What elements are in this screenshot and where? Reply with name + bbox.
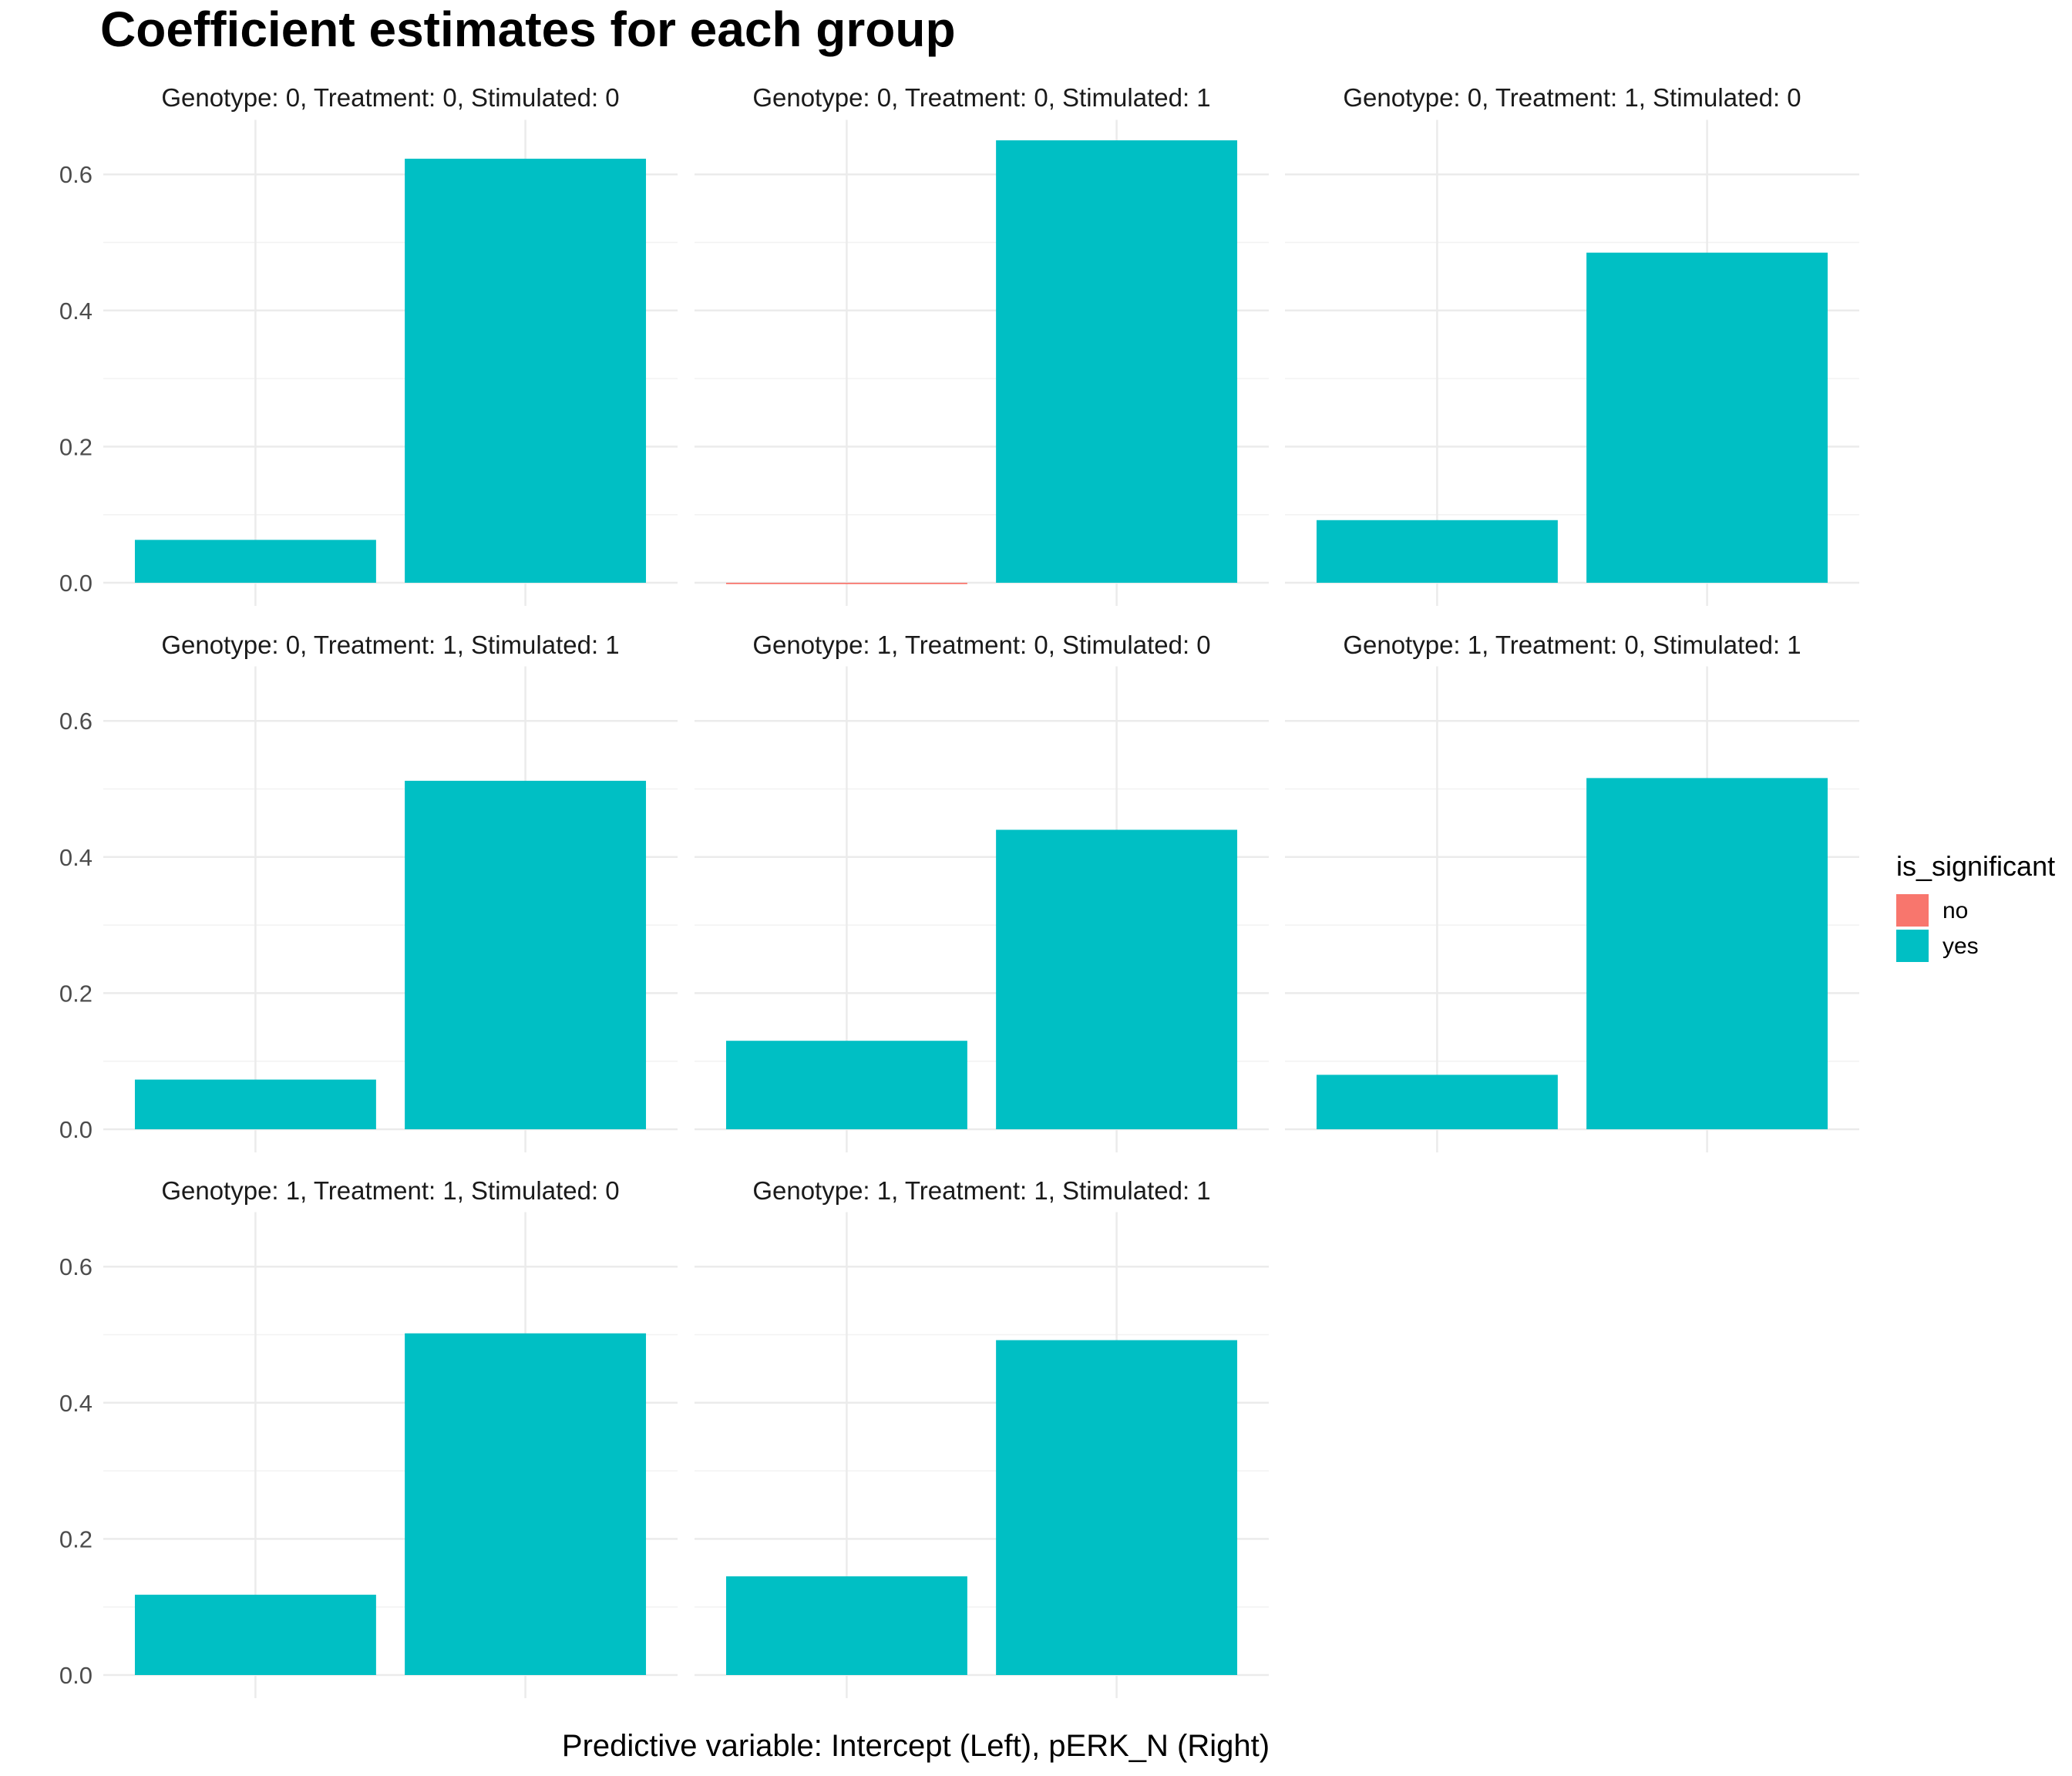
facet-strip-label: Genotype: 1, Treatment: 1, Stimulated: 1: [752, 1176, 1210, 1205]
facet-panel: Genotype: 1, Treatment: 1, Stimulated: 1: [695, 1176, 1269, 1698]
bar: [134, 1079, 376, 1129]
bar: [1316, 520, 1558, 583]
x-axis-label: Predictive variable: Intercept (Left), p…: [562, 1729, 1270, 1763]
y-tick-label: 0.2: [59, 980, 92, 1007]
facet-panel: Genotype: 0, Treatment: 0, Stimulated: 1: [695, 83, 1269, 606]
bar: [405, 780, 647, 1129]
y-tick-label: 0.0: [59, 570, 92, 597]
y-tick-label: 0.4: [59, 298, 92, 325]
chart-title: Coefficient estimates for each group: [100, 2, 956, 57]
y-tick-label: 0.6: [59, 708, 92, 735]
bar: [405, 1333, 647, 1675]
facet-strip-label: Genotype: 0, Treatment: 0, Stimulated: 1: [752, 83, 1210, 112]
legend-title: is_significant: [1896, 850, 2055, 882]
facet-panels: Genotype: 0, Treatment: 0, Stimulated: 0…: [59, 83, 1859, 1698]
bar: [405, 158, 647, 584]
legend-key-yes: [1896, 930, 1929, 962]
facet-panel: Genotype: 1, Treatment: 0, Stimulated: 1: [1285, 631, 1859, 1152]
y-tick-label: 0.0: [59, 1116, 92, 1143]
bar: [725, 1576, 967, 1675]
facet-strip-label: Genotype: 0, Treatment: 1, Stimulated: 1: [161, 631, 619, 659]
bar: [1316, 1075, 1558, 1129]
legend-label-no: no: [1942, 898, 1968, 923]
facet-panel: Genotype: 1, Treatment: 0, Stimulated: 0: [695, 631, 1269, 1152]
y-tick-label: 0.6: [59, 1253, 92, 1280]
y-tick-label: 0.4: [59, 844, 92, 871]
facet-strip-label: Genotype: 1, Treatment: 0, Stimulated: 0: [752, 631, 1210, 659]
bar: [996, 829, 1238, 1129]
bar: [996, 140, 1238, 584]
facet-strip-label: Genotype: 1, Treatment: 0, Stimulated: 1: [1343, 631, 1801, 659]
y-tick-label: 0.2: [59, 433, 92, 460]
bar: [134, 540, 376, 583]
legend-key-no: [1896, 894, 1929, 927]
facet-strip-label: Genotype: 0, Treatment: 0, Stimulated: 0: [161, 83, 619, 112]
bar: [725, 1041, 967, 1129]
bar: [134, 1594, 376, 1675]
y-tick-label: 0.6: [59, 161, 92, 188]
legend-items: no yes: [1896, 894, 1979, 962]
bar: [725, 583, 967, 584]
legend: is_significant no yes: [1896, 850, 2055, 962]
bar: [1586, 778, 1828, 1129]
facet-panel: Genotype: 1, Treatment: 1, Stimulated: 0…: [59, 1176, 678, 1698]
facet-panel: Genotype: 0, Treatment: 0, Stimulated: 0…: [59, 83, 678, 606]
y-tick-label: 0.2: [59, 1525, 92, 1552]
y-tick-label: 0.0: [59, 1662, 92, 1689]
facet-panel: Genotype: 0, Treatment: 1, Stimulated: 1…: [59, 631, 678, 1152]
facet-strip-label: Genotype: 1, Treatment: 1, Stimulated: 0: [161, 1176, 619, 1205]
facet-panel: Genotype: 0, Treatment: 1, Stimulated: 0: [1285, 83, 1859, 606]
legend-label-yes: yes: [1942, 933, 1979, 959]
y-tick-label: 0.4: [59, 1390, 92, 1417]
bar: [996, 1340, 1238, 1675]
facet-strip-label: Genotype: 0, Treatment: 1, Stimulated: 0: [1343, 83, 1801, 112]
bar: [1586, 252, 1828, 583]
